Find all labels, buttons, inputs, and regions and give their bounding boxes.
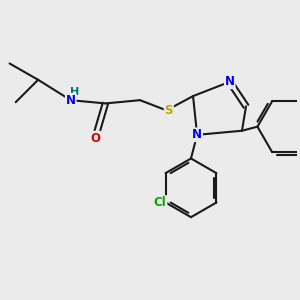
Text: N: N — [225, 75, 235, 88]
Text: Cl: Cl — [154, 196, 167, 209]
Text: O: O — [90, 132, 100, 145]
Text: N: N — [192, 128, 202, 141]
Text: S: S — [164, 104, 173, 117]
Text: N: N — [66, 94, 76, 107]
Text: H: H — [70, 87, 79, 97]
